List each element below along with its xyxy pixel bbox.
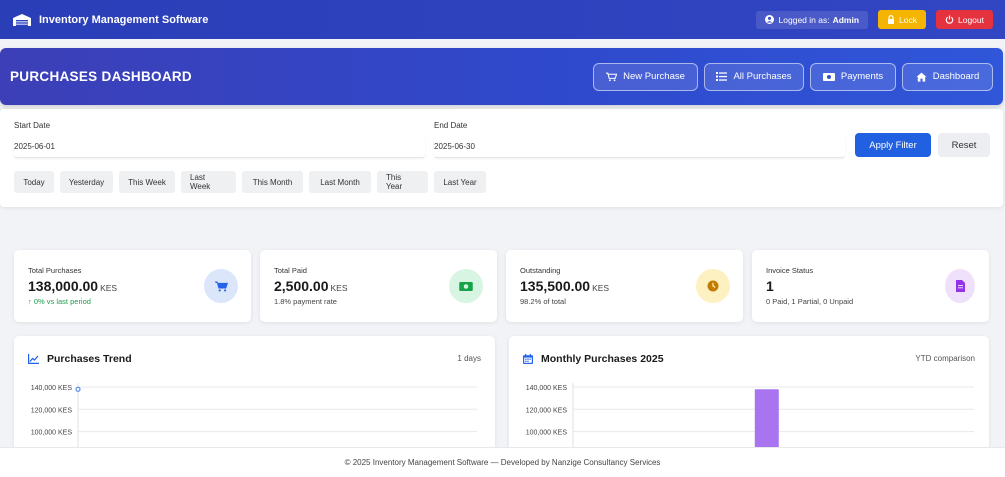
y-tick-label: 100,000 KES <box>526 430 568 437</box>
stat-card-invoice-status: Invoice Status 1 0 Paid, 1 Partial, 0 Un… <box>752 250 989 322</box>
stat-value: 2,500.00 KES <box>274 278 348 294</box>
stat-subtext: 0 Paid, 1 Partial, 0 Unpaid <box>766 297 854 306</box>
cart-icon <box>606 72 618 81</box>
clock-icon <box>707 280 719 292</box>
end-date-label: End Date <box>434 121 468 130</box>
line-chart-icon <box>28 354 39 364</box>
stat-label: Total Paid <box>274 266 307 275</box>
date-filter-panel: Start Date 2025-06-01 End Date 2025-06-3… <box>0 109 1003 207</box>
logged-in-prefix: Logged in as: <box>778 14 830 25</box>
stat-label: Invoice Status <box>766 266 814 275</box>
stat-label: Total Purchases <box>28 266 82 275</box>
dashboard-label: Dashboard <box>932 71 980 82</box>
bar-jun <box>754 389 779 451</box>
new-purchase-button[interactable]: New Purchase <box>593 62 698 91</box>
reset-button[interactable]: Reset <box>938 133 990 157</box>
quick-last-week[interactable]: Last Week <box>181 171 236 193</box>
end-date-input[interactable]: 2025-06-30 <box>434 136 845 158</box>
chart-meta: YTD comparison <box>915 354 975 363</box>
calendar-icon <box>523 354 533 364</box>
power-icon <box>945 15 954 24</box>
logged-in-user: Logged in as: Admin <box>755 10 869 29</box>
stat-icon-wrap <box>204 269 238 303</box>
page-header: PURCHASES DASHBOARD New Purchase All Pur… <box>0 48 1003 105</box>
stat-card-outstanding: Outstanding 135,500.00 KES 98.2% of total <box>506 250 743 322</box>
chart-meta: 1 days <box>457 354 481 363</box>
brand[interactable]: Inventory Management Software <box>12 13 208 27</box>
stat-subtext: ↑ 0% vs last period <box>28 297 91 306</box>
payments-label: Payments <box>840 71 884 82</box>
cart-icon <box>214 281 228 291</box>
monthly-purchases-chart: 140,000 KES 120,000 KES 100,000 KES <box>526 383 974 451</box>
stat-label: Outstanding <box>520 266 561 275</box>
apply-filter-button[interactable]: Apply Filter <box>855 133 931 157</box>
monthly-purchases-card: 140,000 KES 120,000 KES 100,000 KES Monthl… <box>509 336 989 451</box>
stat-card-total-purchases: Total Purchases 138,000.00 KES ↑ 0% vs la… <box>14 250 251 322</box>
dashboard-button[interactable]: Dashboard <box>902 62 993 91</box>
stat-card-total-paid: Total Paid 2,500.00 KES 1.8% payment rate <box>260 250 497 322</box>
footer: © 2025 Inventory Management Software — D… <box>0 447 1005 477</box>
stat-icon-wrap <box>449 269 483 303</box>
page-title: PURCHASES DASHBOARD <box>10 69 192 84</box>
top-navbar: Inventory Management Software Logged in … <box>0 0 1005 39</box>
home-icon <box>916 72 927 82</box>
y-tick-label: 120,000 KES <box>31 407 73 414</box>
quick-today[interactable]: Today <box>14 171 54 193</box>
invoice-icon <box>955 280 965 292</box>
user-circle-icon <box>764 15 774 24</box>
start-date-input[interactable]: 2025-06-01 <box>14 136 425 158</box>
purchases-trend-chart: 140,000 KES 120,000 KES 100,000 KES <box>31 383 477 451</box>
money-icon <box>459 281 473 291</box>
app-title: Inventory Management Software <box>39 13 209 26</box>
warehouse-icon <box>13 13 31 26</box>
y-tick-label: 120,000 KES <box>526 407 568 414</box>
trend-point <box>75 386 81 392</box>
lock-label: Lock <box>899 14 917 25</box>
y-tick-label: 140,000 KES <box>31 385 73 392</box>
chart-title: Purchases Trend <box>28 353 132 365</box>
list-icon <box>716 72 728 81</box>
stat-subtext: 98.2% of total <box>520 297 566 306</box>
all-purchases-label: All Purchases <box>733 71 792 82</box>
quick-this-year[interactable]: This Year <box>377 171 428 193</box>
y-tick-label: 140,000 KES <box>526 385 568 392</box>
stat-subtext: 1.8% payment rate <box>274 297 337 306</box>
quick-last-month[interactable]: Last Month <box>309 171 371 193</box>
stat-icon-wrap <box>945 269 975 303</box>
stat-value: 138,000.00 KES <box>28 278 118 294</box>
quick-yesterday[interactable]: Yesterday <box>60 171 113 193</box>
stat-value: 1 <box>766 278 774 294</box>
y-tick-label: 100,000 KES <box>31 430 73 437</box>
quick-this-week[interactable]: This Week <box>119 171 175 193</box>
logged-in-username: Admin <box>832 14 860 25</box>
logout-label: Logout <box>958 14 984 25</box>
start-date-label: Start Date <box>14 121 51 130</box>
lock-button[interactable]: Lock <box>878 10 926 29</box>
footer-text: © 2025 Inventory Management Software — D… <box>344 458 661 467</box>
new-purchase-label: New Purchase <box>623 71 685 82</box>
stat-value: 135,500.00 KES <box>520 278 610 294</box>
quick-this-month[interactable]: This Month <box>242 171 303 193</box>
chart-title: Monthly Purchases 2025 <box>523 353 664 365</box>
all-purchases-button[interactable]: All Purchases <box>704 62 804 91</box>
payments-button[interactable]: Payments <box>810 62 896 91</box>
quick-last-year[interactable]: Last Year <box>434 171 486 193</box>
lock-icon <box>888 15 895 24</box>
money-icon <box>822 72 835 81</box>
stat-icon-wrap <box>696 269 730 303</box>
logout-button[interactable]: Logout <box>936 10 993 29</box>
purchases-trend-card: 140,000 KES 120,000 KES 100,000 KES Purcha… <box>14 336 495 451</box>
quick-date-range: Today Yesterday This Week Last Week This… <box>14 171 492 193</box>
